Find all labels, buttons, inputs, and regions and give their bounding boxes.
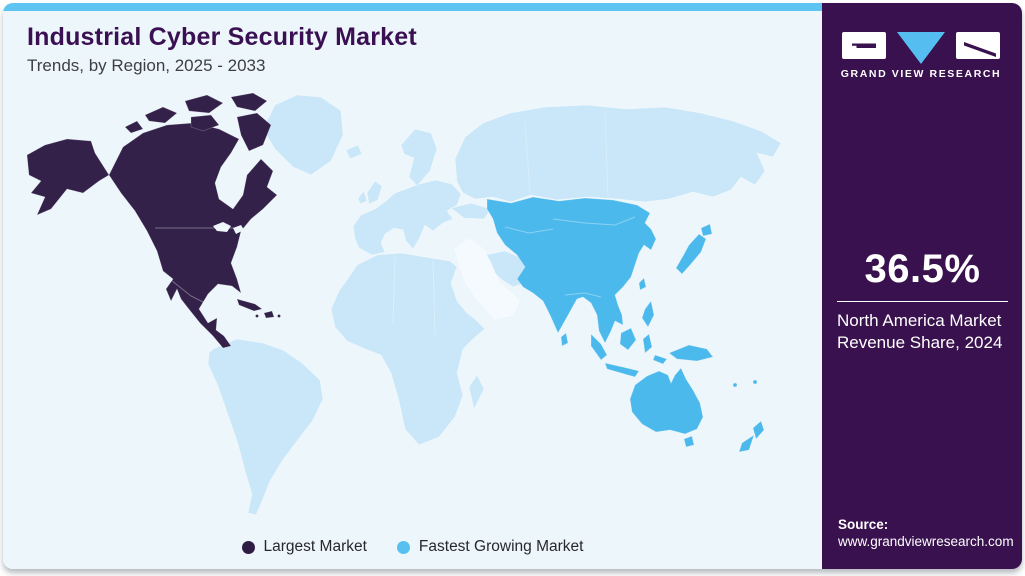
north-america-mainland (108, 122, 278, 349)
hispaniola (263, 310, 275, 319)
tasmania (683, 435, 695, 448)
new-zealand-south (738, 434, 755, 453)
java (604, 362, 640, 378)
fastest-growing-label: Fastest Growing Market (418, 538, 584, 555)
arabian-peninsula (454, 238, 520, 320)
sri-lanka (560, 332, 569, 347)
russia-border-1 (524, 121, 531, 194)
logo-r-glyph (964, 42, 996, 57)
legend-item-fastest-growing: Fastest Growing Market (396, 538, 584, 556)
logo-g-glyph (852, 43, 876, 48)
scandinavia (400, 128, 438, 187)
logo-brand-text: GRAND VIEW RESEARCH (841, 68, 1002, 80)
borneo (619, 327, 637, 351)
top-accent-bar (3, 3, 822, 11)
china-mongolia-border (552, 216, 636, 226)
greenland (262, 94, 344, 176)
country-borders (155, 110, 636, 336)
stat-divider (837, 301, 1008, 302)
pacific-island-2 (752, 379, 758, 385)
alaska (26, 138, 110, 216)
turkey (450, 202, 492, 220)
great-lake-west (213, 222, 231, 232)
stat-block: 36.5% North America Market Revenue Share… (837, 247, 1008, 355)
africa (330, 252, 486, 446)
stat-label-line2: Revenue Share, 2024 (837, 333, 1003, 353)
europe (352, 179, 462, 256)
logo-v-triangle (897, 32, 945, 64)
jamaica (255, 314, 259, 318)
great-lake-east (233, 225, 244, 234)
infographic-card: Industrial Cyber Security Market Trends,… (3, 3, 1022, 569)
puerto-rico (277, 314, 281, 318)
new-guinea (668, 344, 714, 362)
map-region-asia-pacific (486, 196, 765, 453)
page-title: Industrial Cyber Security Market (27, 23, 417, 51)
japan (675, 233, 707, 275)
kazakh-border (504, 226, 554, 234)
map-legend: Largest Market Fastest Growing Market (3, 538, 822, 556)
pacific-island-1 (732, 382, 738, 388)
sidebar: GRAND VIEW RESEARCH 36.5% North America … (822, 3, 1022, 569)
india-china-border (564, 292, 602, 298)
map-panel: Industrial Cyber Security Market Trends,… (3, 3, 822, 569)
us-mexico-border (170, 279, 206, 304)
new-zealand-north (752, 420, 765, 440)
philippines (641, 300, 655, 328)
arctic-island-4 (190, 114, 220, 132)
stat-label-line1: North America Market (837, 311, 1002, 330)
asia-mainland (486, 196, 657, 344)
map-region-middle-east (454, 238, 520, 320)
sahara-border-2 (432, 258, 436, 336)
great-lakes (213, 222, 244, 234)
stat-value: 36.5% (864, 247, 981, 291)
australia (629, 367, 704, 435)
united-kingdom (366, 180, 383, 205)
sulawesi (642, 333, 653, 354)
world-map (26, 92, 782, 516)
map-region-north-america (26, 92, 281, 349)
largest-market-dot (241, 540, 255, 554)
arctic-island-5 (124, 120, 144, 134)
sahara-border-1 (392, 256, 396, 326)
baffin-island (236, 112, 272, 152)
arctic-island-2 (184, 94, 224, 114)
ireland (357, 190, 368, 205)
page-subtitle: Trends, by Region, 2025 - 2033 (27, 56, 266, 75)
fastest-growing-dot (396, 540, 410, 554)
largest-market-label: Largest Market (263, 538, 367, 555)
hokkaido (700, 223, 713, 237)
south-america (207, 338, 324, 516)
taiwan (638, 277, 647, 291)
madagascar (468, 374, 485, 411)
cuba (236, 298, 263, 312)
timor (652, 354, 668, 365)
arctic-island-3 (230, 92, 268, 112)
arctic-island-1 (144, 106, 178, 124)
source-label: Source: (838, 517, 889, 532)
legend-item-largest-market: Largest Market (241, 538, 367, 556)
grand-view-research-logo: GRAND VIEW RESEARCH (841, 32, 1002, 80)
source-url: www.grandviewresearch.com (838, 534, 1014, 549)
sumatra (590, 333, 608, 361)
iceland (345, 144, 363, 160)
source-block: Source: www.grandviewresearch.com (838, 517, 1014, 549)
russia-border-2 (604, 110, 609, 198)
russia (454, 104, 782, 203)
